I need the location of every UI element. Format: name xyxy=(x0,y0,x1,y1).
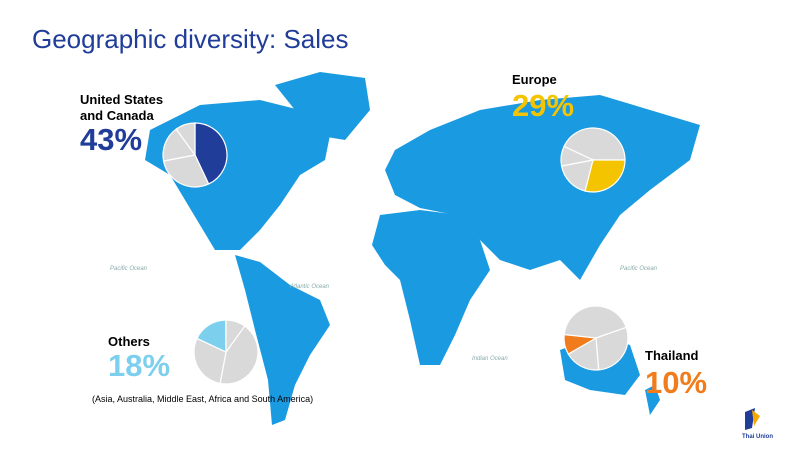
region-name: Others xyxy=(108,334,150,349)
region-name: Europe xyxy=(512,72,557,87)
pie xyxy=(193,319,259,385)
pie-slice xyxy=(193,337,227,385)
ocean-label: Pacific Ocean xyxy=(620,266,658,272)
region-share: 29% xyxy=(512,88,575,123)
ocean-label: Indian Ocean xyxy=(472,356,508,362)
pie xyxy=(560,127,626,193)
note: (Asia, Australia, Middle East, Africa an… xyxy=(92,394,314,404)
pie-slice xyxy=(162,154,210,188)
region-share: 10% xyxy=(645,365,708,400)
pie-slice xyxy=(563,127,626,161)
pie-slice-highlight xyxy=(194,122,228,185)
pie-slice xyxy=(175,122,196,157)
pie-slice xyxy=(225,319,246,354)
region-name: United States and Canada xyxy=(80,92,164,123)
pie xyxy=(162,122,228,188)
title: Geographic diversity: Sales xyxy=(32,24,349,54)
logo-text: Thai Union xyxy=(742,434,773,440)
ocean-label: Atlantic Ocean xyxy=(289,284,330,290)
pie-slice-highlight xyxy=(584,159,626,193)
pie-slice xyxy=(563,305,627,339)
pie-slice xyxy=(560,145,595,167)
logo-mark xyxy=(745,408,760,430)
pie-slice-highlight xyxy=(563,333,598,355)
pie-slice xyxy=(595,326,629,371)
region-share: 43% xyxy=(80,122,143,157)
region-share: 18% xyxy=(108,348,171,383)
pie xyxy=(563,305,629,371)
region-name: Thailand xyxy=(645,348,699,363)
ocean-label: Pacific Ocean xyxy=(110,266,148,272)
pie-slice xyxy=(219,325,259,385)
